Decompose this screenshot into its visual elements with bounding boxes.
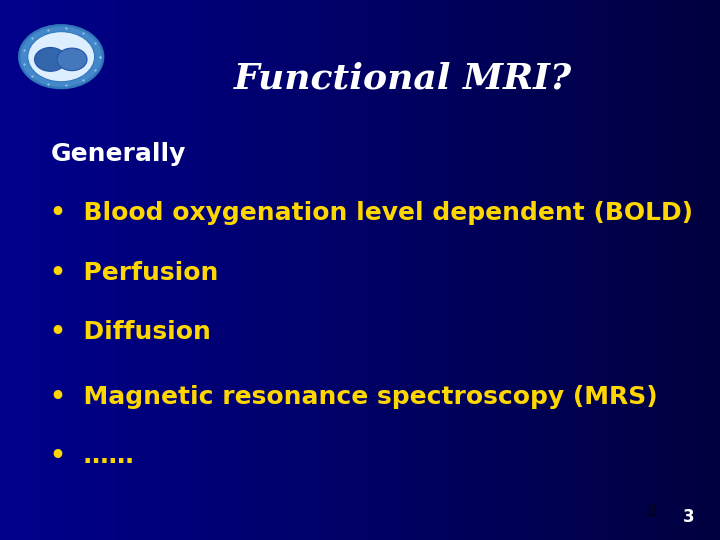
Text: •  Perfusion: • Perfusion [50,261,219,285]
Circle shape [19,25,104,89]
Circle shape [28,32,94,82]
Text: 3: 3 [683,509,695,526]
Text: •  Magnetic resonance spectroscopy (MRS): • Magnetic resonance spectroscopy (MRS) [50,385,658,409]
Text: Functional MRI?: Functional MRI? [234,62,572,95]
Text: 🔊: 🔊 [648,504,655,517]
Text: •  Blood oxygenation level dependent (BOLD): • Blood oxygenation level dependent (BOL… [50,201,693,225]
Text: •  Diffusion: • Diffusion [50,320,211,344]
Circle shape [57,48,87,71]
Circle shape [19,25,103,88]
Circle shape [35,48,66,71]
Text: •  ……: • …… [50,444,134,468]
Text: Generally: Generally [50,142,186,166]
